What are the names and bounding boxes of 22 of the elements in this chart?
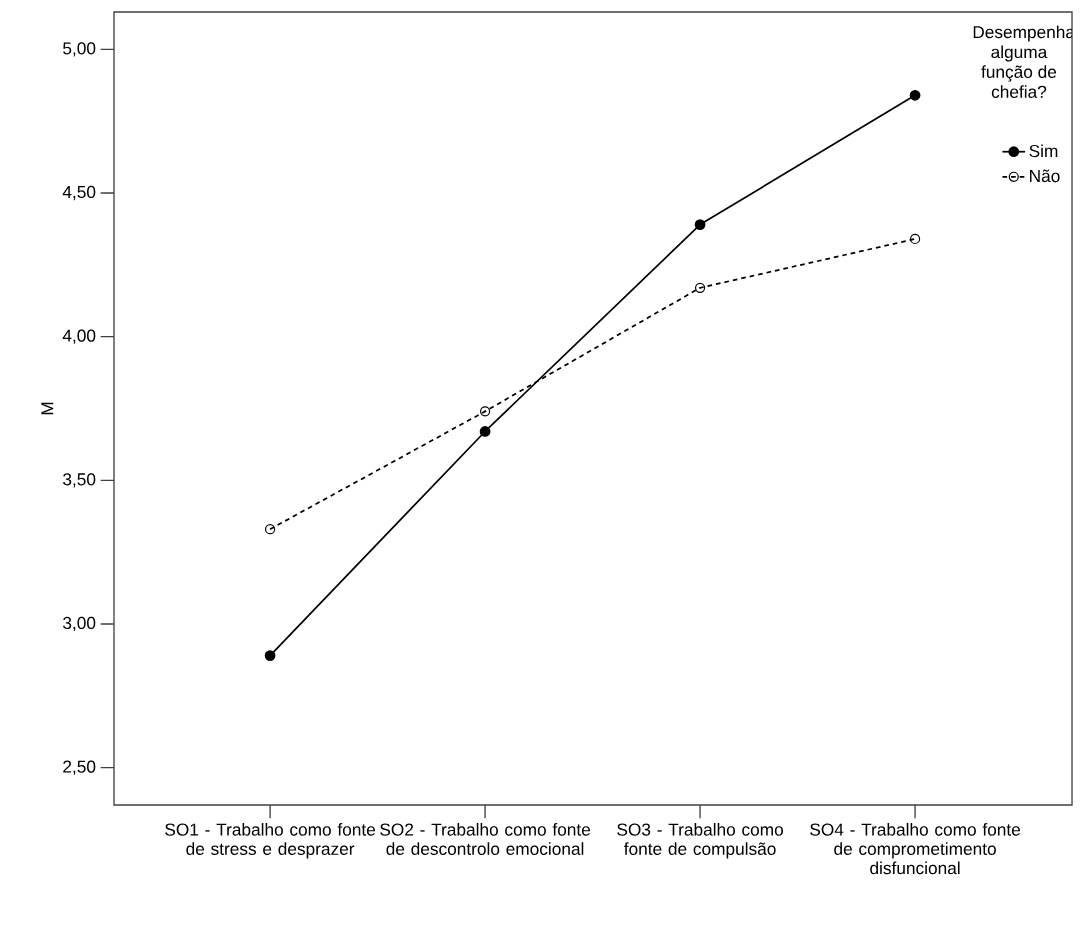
x-tick-label: SO4 - Trabalho como fonte de comprometimento disfuncional <box>810 823 1021 875</box>
y-tick-label: 4,00 <box>62 329 96 344</box>
point <box>264 650 276 661</box>
y-tick-label: 5,00 <box>63 42 96 57</box>
point <box>694 219 706 230</box>
x-tick-label: SO3 - Trabalho como fonte de compulsão <box>617 823 783 859</box>
point <box>694 282 706 293</box>
x-tick-label: SO1 - Trabalho como fonte de stress e desprazer <box>165 823 376 859</box>
y-tick-label: 4,50 <box>62 185 96 201</box>
legend-label: Sim <box>1029 144 1058 158</box>
legend-title: Desempenha alguma função de chefia? <box>973 25 1075 98</box>
point <box>909 89 921 101</box>
legend-label: Não <box>1030 169 1060 183</box>
point <box>479 406 491 417</box>
point <box>264 524 276 535</box>
y-tick-label: 2,50 <box>63 760 96 775</box>
x-tick-label: SO2 - Trabalho como fonte de descontrolo emocional <box>380 823 591 855</box>
y-axis-title: M <box>41 402 54 415</box>
point <box>479 426 491 437</box>
point <box>909 233 921 245</box>
y-tick-label: 3,50 <box>63 473 96 488</box>
y-tick-label: 3,00 <box>63 616 96 632</box>
